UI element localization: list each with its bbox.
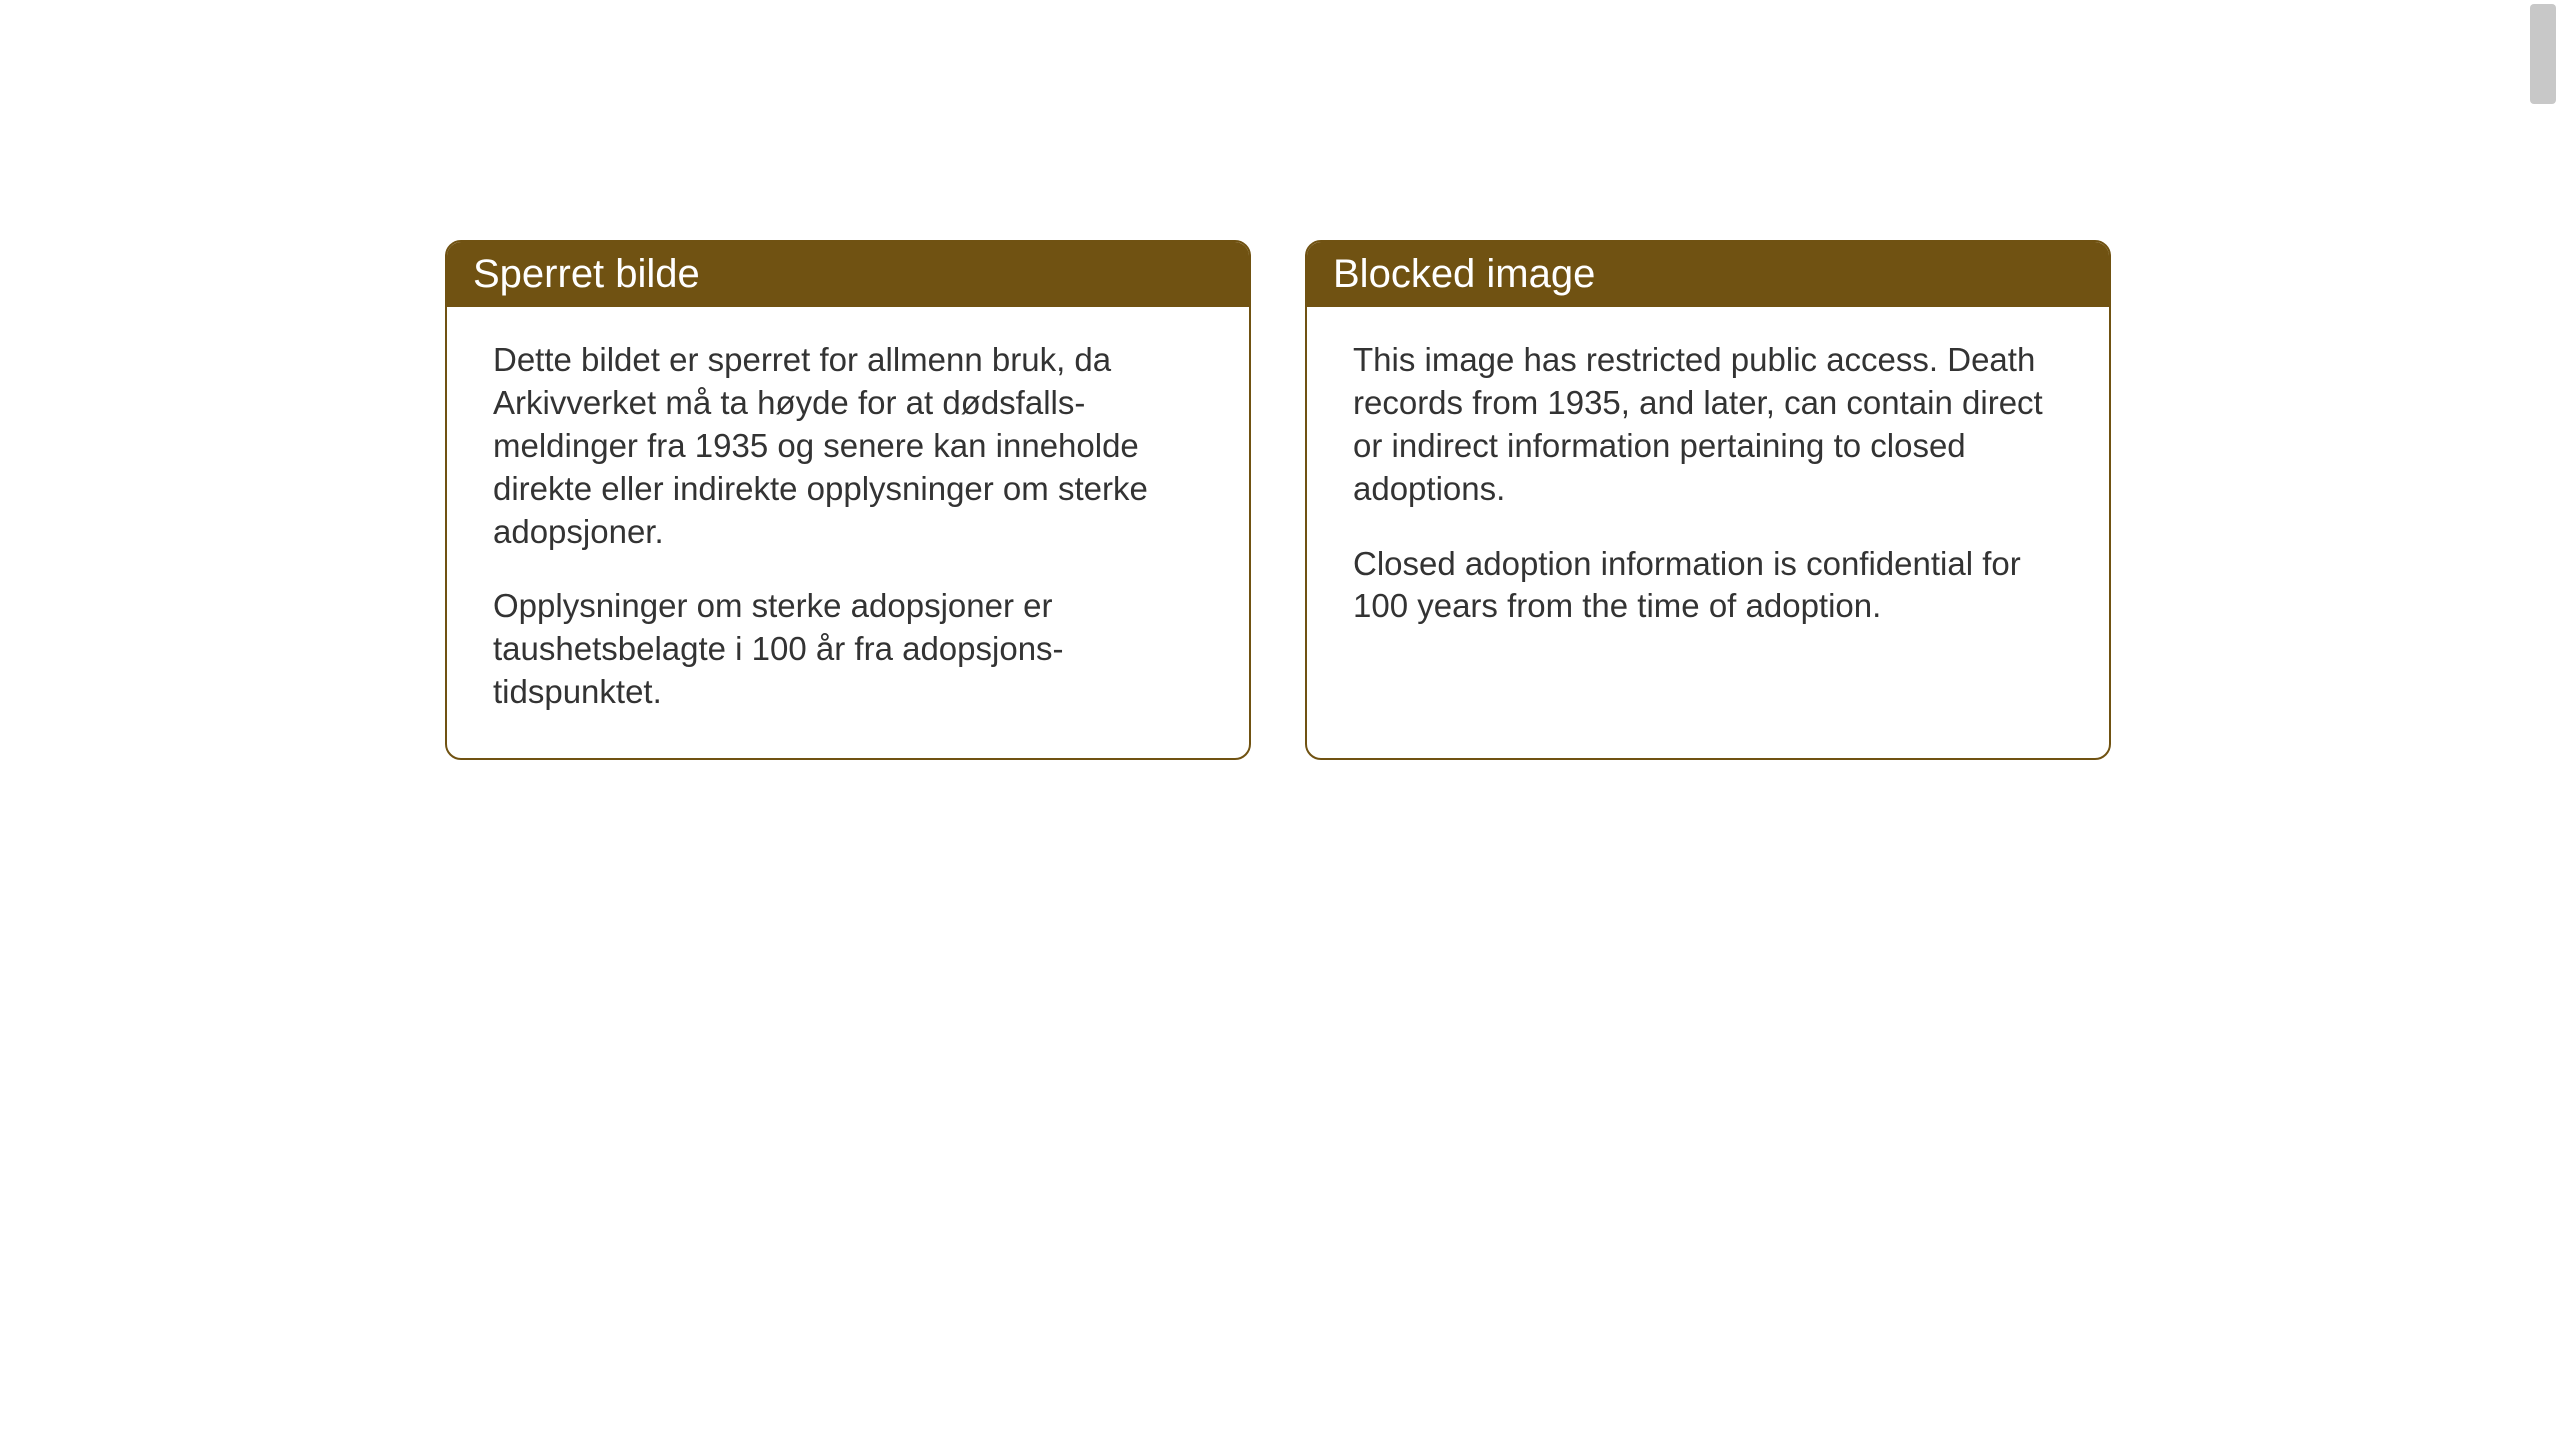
norwegian-card-title: Sperret bilde <box>447 242 1249 307</box>
english-card-title: Blocked image <box>1307 242 2109 307</box>
cards-container: Sperret bilde Dette bildet er sperret fo… <box>445 240 2111 760</box>
english-card-body: This image has restricted public access.… <box>1307 307 2109 672</box>
norwegian-paragraph-2: Opplysninger om sterke adopsjoner er tau… <box>493 585 1203 714</box>
english-notice-card: Blocked image This image has restricted … <box>1305 240 2111 760</box>
vertical-scrollbar[interactable] <box>2530 4 2556 104</box>
norwegian-notice-card: Sperret bilde Dette bildet er sperret fo… <box>445 240 1251 760</box>
english-paragraph-1: This image has restricted public access.… <box>1353 339 2063 511</box>
norwegian-paragraph-1: Dette bildet er sperret for allmenn bruk… <box>493 339 1203 553</box>
norwegian-card-body: Dette bildet er sperret for allmenn bruk… <box>447 307 1249 758</box>
english-paragraph-2: Closed adoption information is confident… <box>1353 543 2063 629</box>
